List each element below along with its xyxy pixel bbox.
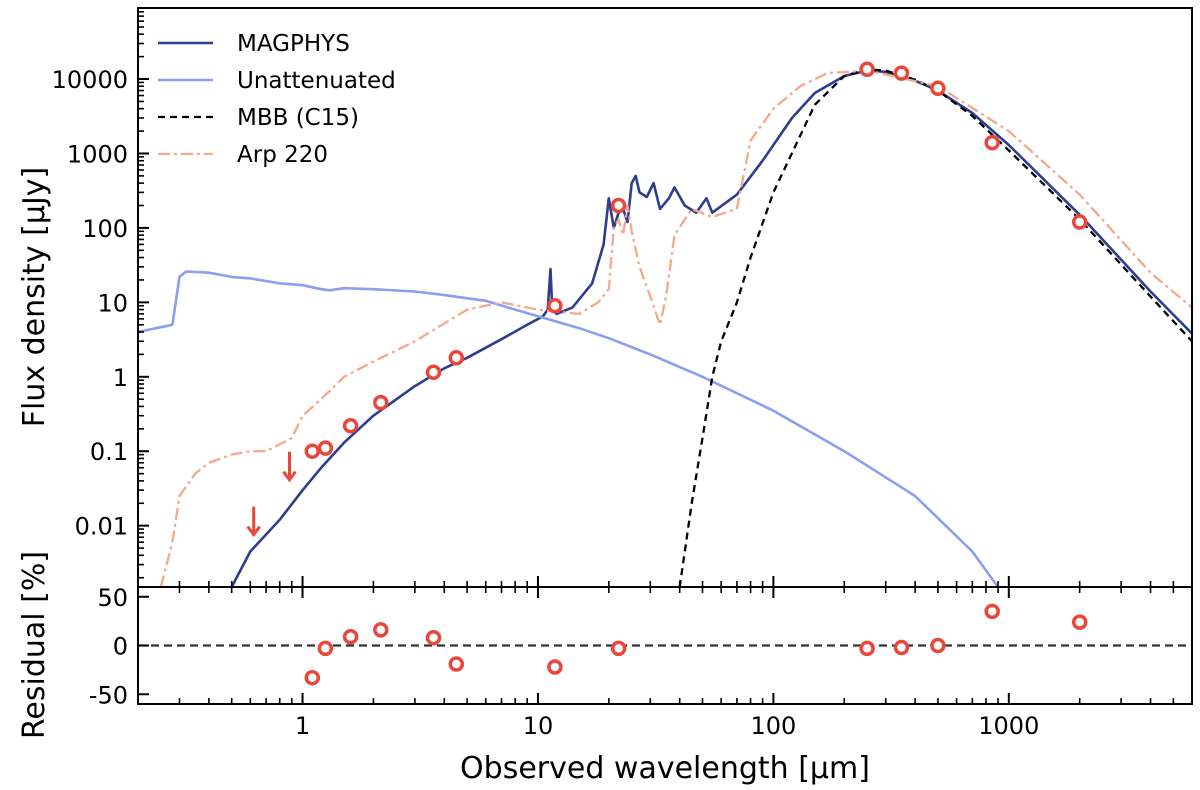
x-axis-label: Observed wavelength [μm]	[460, 751, 870, 786]
residual-point	[984, 603, 1000, 620]
observation-point	[547, 298, 563, 314]
observation-point	[984, 134, 1000, 151]
observation-point	[448, 350, 465, 366]
residual-point	[1071, 614, 1088, 630]
x-tick-label: 1000	[978, 712, 1039, 740]
y-tick-label-top: 10	[97, 289, 128, 317]
observation-point	[425, 364, 442, 381]
residual-point	[448, 656, 465, 672]
axis-tick-labels: 1 10 100 1000 0.01 0.1 1 10 100 1000 10000 -50 0 50	[52, 66, 1040, 740]
residual-point	[610, 640, 627, 657]
y-axis-label-bottom: Residual [%]	[17, 551, 52, 739]
axis-ticks	[137, 7, 1193, 704]
observation-point	[1071, 214, 1088, 230]
observation-point	[342, 417, 359, 434]
observation-point	[373, 394, 389, 411]
y-tick-label-top: 0.1	[90, 438, 128, 466]
series-line-mbb-c15	[678, 68, 1192, 587]
legend: MAGPHYS Unattenuated MBB (C15) Arp 220	[158, 31, 396, 168]
y-tick-label-top: 0.01	[75, 513, 128, 541]
residual-point	[304, 669, 321, 686]
residual-point	[893, 639, 910, 656]
residual-point	[930, 637, 946, 654]
residual-point	[373, 622, 389, 638]
series-line-unattenuated	[138, 270, 1000, 587]
y-tick-label-bottom: 50	[97, 584, 128, 612]
residual-point	[317, 640, 334, 657]
observation-point	[610, 197, 627, 214]
residual-point	[547, 659, 563, 675]
legend-label-magphys: MAGPHYS	[237, 31, 350, 57]
upper-limit-arrow	[246, 506, 261, 538]
y-tick-label-top: 100	[82, 215, 128, 243]
residual-points	[304, 603, 1088, 686]
observation-point	[304, 443, 321, 459]
y-tick-label-bottom: 0	[113, 633, 128, 661]
observation-point	[317, 440, 334, 456]
y-tick-label-bottom: -50	[89, 681, 128, 709]
upper-limit-arrow	[282, 451, 297, 483]
y-tick-label-top: 10000	[52, 66, 128, 94]
legend-label-arp-220: Arp 220	[237, 142, 328, 168]
y-axis-label-top: Flux density [μJy]	[17, 167, 52, 428]
sed-curves	[138, 68, 1192, 587]
residual-point	[859, 640, 875, 657]
observation-point	[859, 61, 875, 78]
series-line-arp-220	[159, 69, 1192, 587]
observation-point	[893, 65, 910, 81]
residual-point	[342, 628, 359, 645]
legend-label-mbb-c15: MBB (C15)	[237, 105, 359, 131]
series-line-magphys	[230, 69, 1192, 587]
x-tick-label: 1	[295, 712, 310, 740]
x-tick-label: 10	[523, 712, 554, 740]
sed-observations	[246, 61, 1088, 538]
x-tick-label: 100	[750, 712, 796, 740]
observation-point	[930, 80, 946, 97]
legend-label-unattenuated: Unattenuated	[237, 68, 396, 94]
residual-point	[425, 629, 442, 646]
y-tick-label-top: 1000	[67, 140, 128, 168]
y-tick-label-top: 1	[113, 364, 128, 392]
